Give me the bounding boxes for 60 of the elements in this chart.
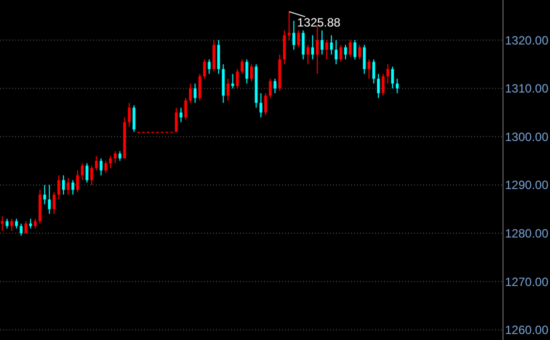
candlestick	[43, 184, 46, 205]
candlestick	[306, 44, 310, 65]
candlestick	[344, 44, 347, 60]
candlestick	[118, 150, 122, 162]
candlestick	[368, 58, 370, 80]
candlestick	[180, 107, 182, 123]
candlestick	[104, 160, 108, 174]
candlestick	[288, 11, 291, 41]
candlestick	[274, 78, 276, 94]
candlestick	[86, 162, 88, 184]
y-tick-label: 1290.00	[505, 178, 549, 192]
candlestick	[226, 78, 230, 101]
candlestick	[320, 30, 324, 56]
candlestick	[231, 73, 234, 89]
y-tick-label: 1280.00	[505, 226, 549, 240]
candlestick	[10, 218, 14, 232]
candlestick	[311, 34, 314, 60]
candlestick	[391, 66, 394, 89]
candlestick	[20, 223, 23, 236]
candlestick	[382, 73, 385, 96]
candlestick	[188, 83, 192, 104]
candlestick	[114, 150, 117, 164]
candlestick	[62, 174, 65, 196]
candlestick	[358, 44, 362, 60]
y-tick-label: 1270.00	[505, 274, 549, 289]
candlestick	[396, 78, 399, 94]
candlestick	[29, 218, 32, 229]
candlestick	[71, 180, 74, 196]
candlestick	[76, 170, 79, 193]
candlestick	[297, 30, 300, 48]
candlestick	[330, 34, 333, 56]
y-tick-label: 1320.00	[505, 33, 549, 48]
candlestick	[66, 177, 70, 196]
y-tick-label: 1260.00	[505, 323, 549, 338]
candlestick	[203, 58, 206, 80]
candlestick	[334, 40, 338, 65]
candlestick	[100, 158, 102, 176]
annotation: 1325.88	[297, 16, 341, 30]
candlestick	[240, 58, 244, 74]
candlestick	[0, 216, 4, 232]
candlestick	[48, 184, 51, 214]
candlestick	[52, 192, 56, 214]
candlestick	[386, 64, 390, 84]
candlestick	[250, 64, 253, 82]
candlestick	[6, 218, 8, 229]
candlestick	[194, 83, 196, 104]
candlestick	[264, 92, 268, 116]
y-tick-label: 1310.00	[505, 82, 549, 96]
candlestick	[109, 155, 112, 169]
candlestick	[24, 220, 28, 234]
candlestick	[80, 162, 84, 181]
candlestick	[354, 40, 356, 60]
candlestick	[132, 104, 136, 132]
candlestick	[259, 92, 262, 118]
candlestick	[377, 73, 380, 99]
candlestick	[236, 68, 239, 89]
candlestick	[34, 218, 37, 229]
candlestick	[15, 218, 18, 229]
y-tick-label: 1300.00	[505, 130, 549, 144]
candlestick	[94, 155, 98, 171]
